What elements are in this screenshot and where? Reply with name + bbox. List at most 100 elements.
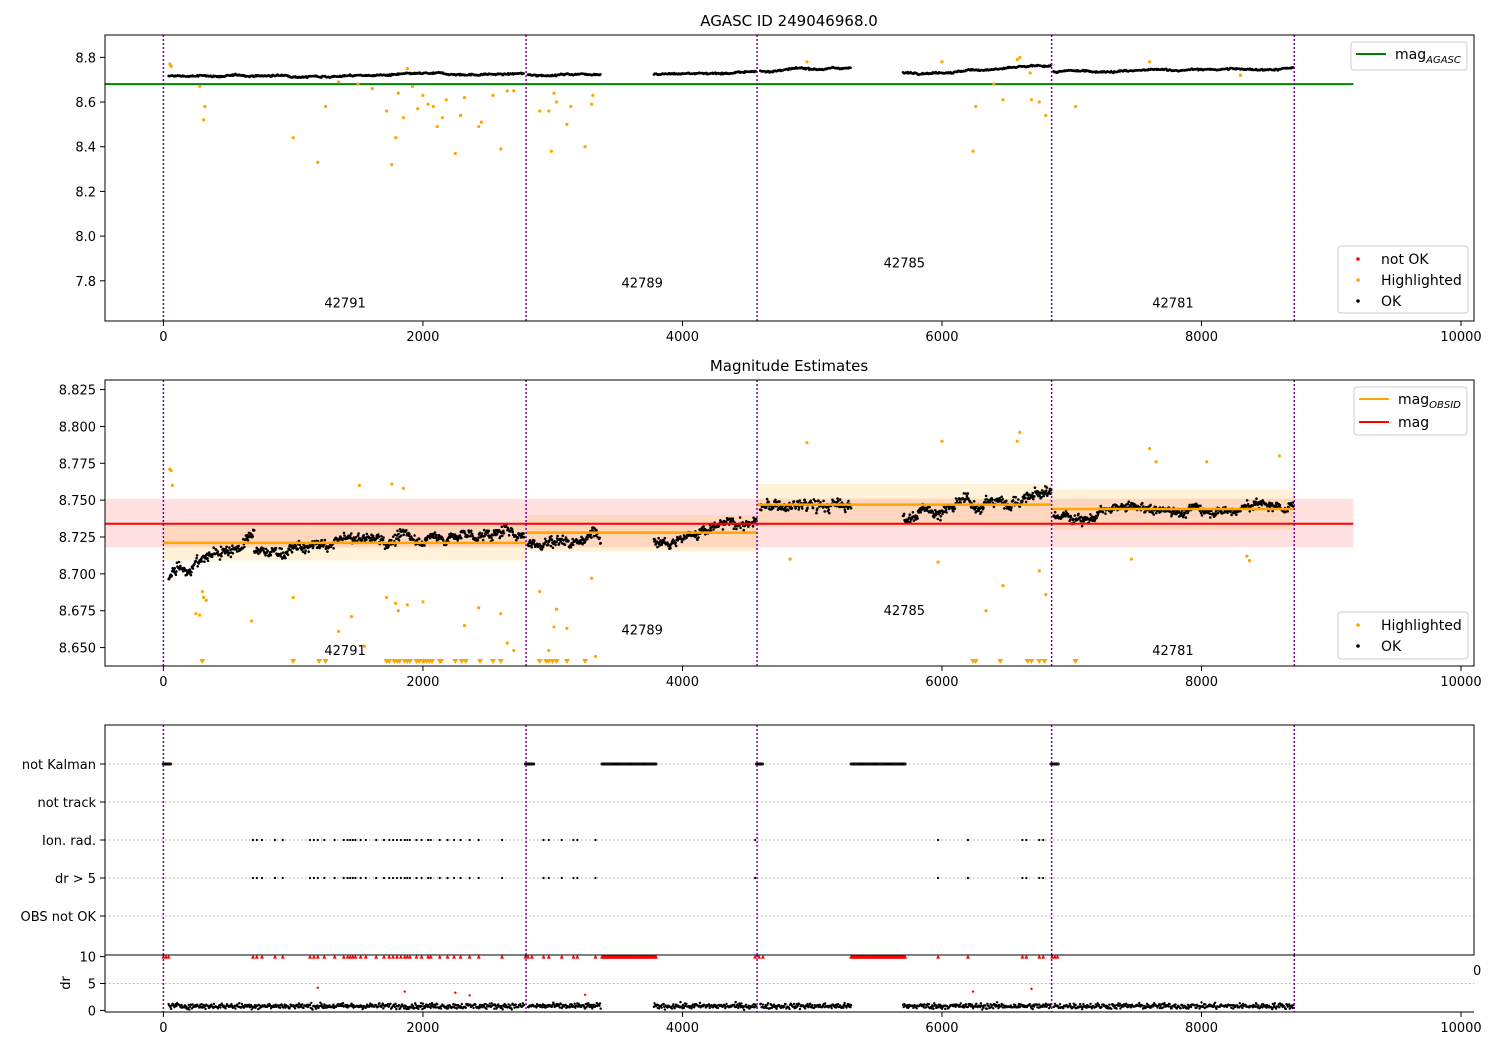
flag-point	[312, 838, 316, 842]
ok-point	[738, 516, 742, 519]
highlighted-point	[549, 149, 553, 153]
dr-ok-point	[798, 1002, 801, 1006]
flag-point	[359, 838, 362, 842]
x-tick-label: 0	[159, 330, 167, 345]
highlighted-point	[405, 603, 409, 607]
highlighted-point	[1147, 446, 1152, 451]
highlighted-point	[394, 601, 398, 605]
flag-point	[333, 876, 336, 880]
obsid-label: 42781	[1152, 644, 1193, 659]
ok-point	[823, 510, 826, 513]
flag-point	[542, 838, 545, 842]
ok-point	[286, 550, 289, 553]
ok-point	[1045, 486, 1049, 489]
ok-point	[510, 528, 514, 531]
ok-point	[1003, 507, 1006, 510]
ok-point	[311, 546, 315, 550]
highlighted-point	[336, 629, 341, 633]
flag-point	[349, 838, 352, 842]
ok-point	[579, 541, 583, 544]
ok-point	[252, 529, 256, 532]
flag-point	[1038, 838, 1041, 842]
ok-point	[396, 529, 399, 533]
ok-point	[323, 538, 327, 542]
flag-point	[349, 876, 352, 880]
ok-point	[902, 512, 906, 516]
ok-point	[460, 536, 463, 540]
flag-point	[408, 838, 412, 842]
flag-row-label: Ion. rad.	[42, 834, 96, 849]
dr-ok-point	[169, 1007, 173, 1011]
highlighted-point	[1015, 439, 1019, 443]
ok-point	[453, 533, 457, 536]
flag-point	[403, 876, 406, 880]
ok-point	[754, 520, 757, 523]
ok-point	[1267, 509, 1270, 513]
ok-point	[533, 539, 536, 542]
ok-point	[1089, 513, 1092, 516]
flag-point	[420, 876, 423, 880]
ok-point	[751, 524, 755, 528]
dr-ok-point	[219, 1006, 222, 1009]
ok-point	[501, 534, 504, 538]
dr-ok-point	[188, 1008, 191, 1011]
highlighted-point	[203, 104, 207, 109]
ok-point	[992, 505, 996, 509]
flag-row-label: not Kalman	[22, 758, 96, 773]
flag-point	[281, 838, 284, 842]
clipped-low-marker	[536, 659, 543, 664]
ok-point	[1160, 509, 1163, 513]
ok-point	[1206, 511, 1209, 515]
panel1-frame	[104, 34, 1475, 322]
ok-point	[516, 536, 520, 540]
dr-ok-point	[389, 1002, 392, 1005]
dr-ok-point	[180, 1003, 183, 1007]
highlighted-point	[1044, 592, 1048, 597]
dr-ok-point	[685, 1002, 688, 1006]
x-tick-label: 8000	[1185, 330, 1218, 345]
highlighted-point	[974, 104, 978, 109]
ok-point	[225, 545, 228, 549]
highlighted-point	[1277, 454, 1281, 458]
ok-point	[303, 551, 307, 555]
flag-point	[452, 876, 456, 880]
ok-point	[656, 545, 659, 549]
highlighted-point	[204, 598, 208, 602]
ok-point	[266, 549, 270, 553]
ok-point	[1278, 503, 1282, 507]
highlighted-point	[805, 441, 809, 445]
ok-point	[405, 529, 408, 532]
ok-point	[1025, 491, 1029, 495]
dr-ok-point	[397, 1003, 401, 1007]
ok-point	[821, 506, 825, 509]
ok-point	[482, 528, 486, 532]
ok-point	[280, 547, 284, 551]
ok-point	[999, 499, 1003, 503]
flag-point	[1042, 838, 1045, 842]
flag-point	[255, 876, 258, 880]
ok-point	[816, 507, 819, 510]
highlighted-point	[477, 125, 481, 129]
highlighted-point	[1205, 460, 1209, 464]
dr-ok-point	[915, 1007, 918, 1010]
ok-point	[296, 547, 300, 551]
ok-point	[1017, 498, 1020, 501]
ok-point	[556, 534, 559, 538]
ok-point	[1209, 516, 1212, 519]
ok-point	[1011, 499, 1015, 502]
highlighted-point	[421, 600, 425, 604]
ok-point	[425, 538, 429, 541]
highlighted-point	[1029, 98, 1034, 102]
ok-point	[540, 548, 544, 551]
clipped-low-marker	[199, 659, 206, 664]
ok-point	[599, 541, 602, 545]
ok-point	[251, 535, 254, 538]
ok-point	[260, 546, 263, 549]
highlighted-point	[936, 560, 940, 564]
ok-point	[248, 535, 251, 538]
ok-point	[811, 506, 815, 510]
ok-point	[365, 538, 368, 541]
ok-point	[215, 548, 218, 552]
ok-point	[423, 544, 426, 547]
ok-point	[697, 536, 700, 539]
